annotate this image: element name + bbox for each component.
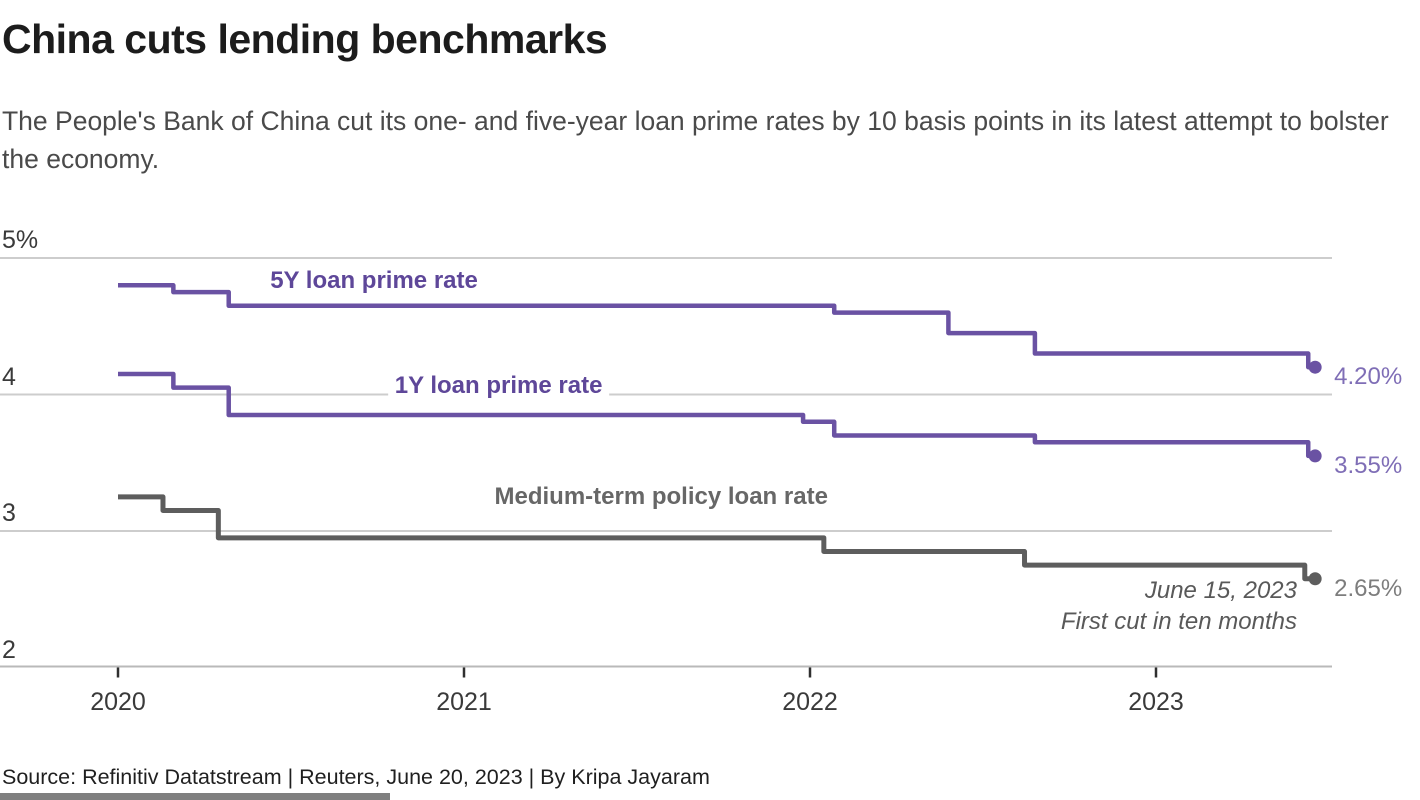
x-axis-tick-label: 2020: [90, 688, 146, 716]
series-label: Medium-term policy loan rate: [487, 482, 835, 511]
series-end-value-label: 3.55%: [1334, 451, 1403, 479]
y-axis-tick-label: 3: [2, 499, 16, 527]
series-end-value-label: 2.65%: [1334, 574, 1403, 602]
series-end-value-label: 4.20%: [1334, 363, 1403, 391]
source-line: Source: Refinitiv Datatstream | Reuters,…: [2, 765, 710, 789]
chart-title: China cuts lending benchmarks: [2, 16, 608, 62]
series-label: 1Y loan prime rate: [387, 372, 610, 401]
annotation: June 15, 2023 First cut in ten months: [1061, 575, 1297, 637]
y-axis-tick-label: 2: [2, 635, 16, 664]
x-axis-tick-label: 2023: [1128, 688, 1184, 716]
annotation-date: June 15, 2023: [1144, 577, 1297, 604]
series-label: 5Y loan prime rate: [263, 267, 485, 296]
x-axis-tick-label: 2022: [782, 688, 838, 716]
y-axis-tick-label: 4: [2, 362, 16, 391]
footer-bar: [0, 793, 390, 800]
x-axis-tick-label: 2021: [436, 688, 492, 716]
y-axis-tick-label: 5%: [2, 226, 39, 254]
annotation-note: First cut in ten months: [1060, 608, 1297, 635]
chart-subtitle: The People's Bank of China cut its one- …: [2, 106, 1389, 174]
